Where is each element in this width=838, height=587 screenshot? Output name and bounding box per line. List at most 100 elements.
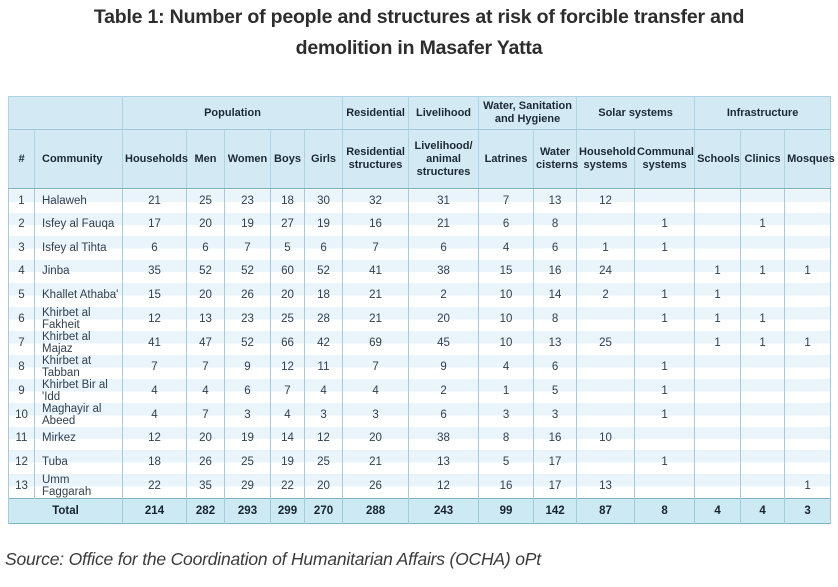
community-cell: Khallet Athaba' xyxy=(34,283,123,307)
column-header-cell: Community xyxy=(34,129,123,189)
data-cell: 7 xyxy=(478,188,535,213)
data-cell xyxy=(634,473,696,498)
data-cell: 12 xyxy=(122,426,187,450)
data-cell: 20 xyxy=(408,306,480,331)
data-cell xyxy=(784,212,832,236)
data-cell: 10 xyxy=(478,283,535,307)
table-row: 7 Khirbet al Majaz 41 47 52 66 42 69 45 10 13 25 1 1 1 xyxy=(8,330,832,355)
data-cell xyxy=(634,188,696,213)
data-cell: 4 xyxy=(303,378,344,403)
table-row: 12 Tuba 18 26 25 19 25 21 13 5 17 1 xyxy=(8,450,832,474)
data-cell: 52 xyxy=(186,259,225,283)
table-title: Table 1: Number of people and structures… xyxy=(0,2,838,64)
data-cell: 6 xyxy=(303,236,344,260)
column-header-row: # Community Households Men Women Boys Girls Res… xyxy=(8,129,835,189)
data-cell xyxy=(634,426,696,450)
data-cell xyxy=(740,283,786,307)
column-header-cell: Livelihood/ animal structures xyxy=(408,129,480,189)
column-header-cell: Households xyxy=(122,129,188,189)
data-cell: 4 xyxy=(122,402,187,427)
total-value-cell: 142 xyxy=(533,497,578,523)
data-table-wrapper: Population Residential Livelihood Water, Sa… xyxy=(8,96,835,524)
data-cell: 2 xyxy=(408,378,480,403)
data-cell: 1 xyxy=(694,283,742,307)
data-cell: 25 xyxy=(186,188,225,213)
table-row: 2 Isfey al Fauqa 17 20 19 27 19 16 21 6 8 1 1 xyxy=(8,212,832,236)
community-cell: Khirbet at Tabban xyxy=(34,354,123,379)
row-number-cell: 10 xyxy=(8,402,35,427)
data-cell: 19 xyxy=(224,426,271,450)
data-cell: 21 xyxy=(342,283,410,307)
data-cell: 4 xyxy=(270,402,305,427)
data-cell: 16 xyxy=(533,426,578,450)
data-cell xyxy=(784,378,832,403)
data-cell xyxy=(634,330,696,355)
data-cell: 27 xyxy=(270,212,305,236)
data-cell: 18 xyxy=(270,188,305,213)
data-cell: 15 xyxy=(478,259,535,283)
data-cell: 45 xyxy=(408,330,480,355)
data-cell: 1 xyxy=(740,212,786,236)
data-cell: 7 xyxy=(342,354,410,379)
data-cell: 4 xyxy=(478,354,535,379)
data-cell xyxy=(784,306,832,331)
data-cell: 60 xyxy=(270,259,305,283)
data-cell: 22 xyxy=(270,473,305,498)
data-cell: 4 xyxy=(122,378,187,403)
column-header-cell: Girls xyxy=(303,129,344,189)
table-body: 1 Halaweh 21 25 23 18 30 32 31 7 13 12 2 Isfey al Fau… xyxy=(8,188,832,523)
column-header-cell: Communal systems xyxy=(634,129,696,189)
community-cell: Umm Faggarah xyxy=(34,473,123,498)
data-cell: 23 xyxy=(224,306,271,331)
data-cell: 1 xyxy=(740,330,786,355)
data-cell: 66 xyxy=(270,330,305,355)
community-cell: Khirbet Bir al 'Idd xyxy=(34,378,123,403)
total-value-cell: 87 xyxy=(576,497,636,523)
data-cell: 10 xyxy=(478,330,535,355)
data-cell: 21 xyxy=(122,188,187,213)
data-cell: 1 xyxy=(784,330,832,355)
data-cell: 20 xyxy=(342,426,410,450)
table-title-line2: demolition in Masafer Yatta xyxy=(295,37,543,59)
column-header-cell: Water cisterns xyxy=(533,129,578,189)
column-header-cell: Mosques xyxy=(784,129,835,189)
community-cell: Halaweh xyxy=(34,188,123,213)
row-number-cell: 4 xyxy=(8,259,35,283)
total-value-cell: 293 xyxy=(224,497,271,523)
data-cell: 8 xyxy=(533,306,578,331)
data-cell: 18 xyxy=(122,450,187,474)
data-cell: 1 xyxy=(634,450,696,474)
data-cell: 6 xyxy=(122,236,187,260)
data-cell: 1 xyxy=(634,378,696,403)
total-value-cell: 99 xyxy=(478,497,535,523)
data-cell: 26 xyxy=(342,473,410,498)
column-header-cell: Schools xyxy=(694,129,742,189)
total-value-cell: 282 xyxy=(186,497,225,523)
data-cell: 47 xyxy=(186,330,225,355)
row-number-cell: 7 xyxy=(8,330,35,355)
data-cell: 11 xyxy=(303,354,344,379)
data-cell: 31 xyxy=(408,188,480,213)
data-cell: 6 xyxy=(533,354,578,379)
table-title-line1: Table 1: Number of people and structures… xyxy=(93,6,745,28)
data-cell xyxy=(694,236,742,260)
data-cell: 52 xyxy=(224,330,271,355)
data-cell: 14 xyxy=(533,283,578,307)
data-cell: 7 xyxy=(224,236,271,260)
data-cell: 13 xyxy=(533,330,578,355)
data-cell: 3 xyxy=(478,402,535,427)
data-cell: 38 xyxy=(408,259,480,283)
data-cell: 5 xyxy=(478,450,535,474)
table-row: 11 Mirkez 12 20 19 14 12 20 38 8 16 10 xyxy=(8,426,832,450)
data-cell xyxy=(694,188,742,213)
data-cell: 6 xyxy=(408,236,480,260)
row-number-cell: 1 xyxy=(8,188,35,213)
total-value-cell: 4 xyxy=(694,497,742,523)
row-number-cell: 3 xyxy=(8,236,35,260)
community-cell: Tuba xyxy=(34,450,123,474)
data-cell: 1 xyxy=(634,212,696,236)
data-cell xyxy=(740,450,786,474)
data-cell: 13 xyxy=(576,473,636,498)
data-cell: 1 xyxy=(634,354,696,379)
